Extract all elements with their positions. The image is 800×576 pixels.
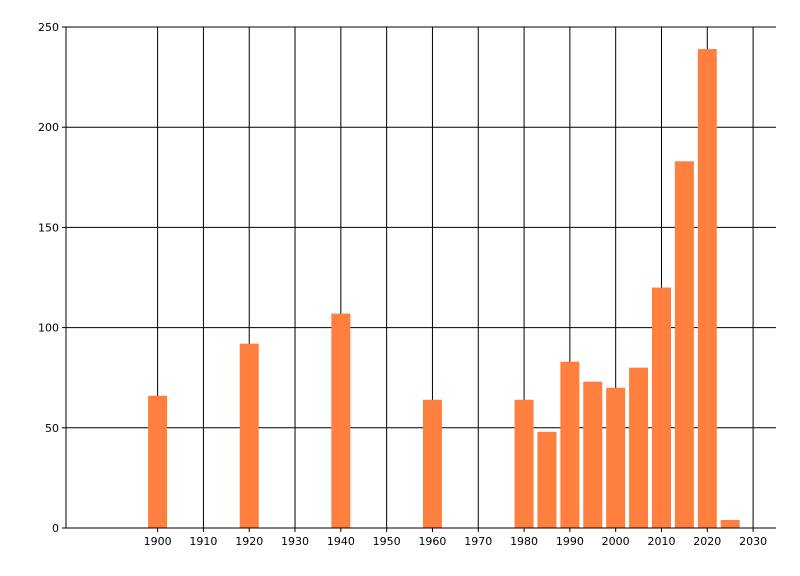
x-tick-label: 2010 (647, 535, 675, 548)
x-tick-label: 1900 (144, 535, 172, 548)
y-tick-label: 200 (38, 121, 59, 134)
bar (697, 49, 717, 528)
y-tick-labels: 0 50 100 150 200 250 (38, 21, 59, 535)
x-tick-label: 2020 (693, 535, 721, 548)
y-tick-label: 250 (38, 21, 59, 34)
x-tick-label: 1980 (510, 535, 538, 548)
bar (422, 399, 442, 528)
bar (720, 519, 740, 528)
bar (651, 287, 671, 528)
x-tick-labels: 1900 1910 1920 1930 1940 1950 1960 1970 1980 1990… (144, 535, 767, 548)
bar (239, 343, 259, 528)
bar (629, 367, 649, 528)
x-tick-label: 1940 (327, 535, 355, 548)
y-tick-label: 50 (45, 422, 59, 435)
bar (583, 381, 603, 528)
bars (148, 49, 740, 528)
x-tick-label: 1930 (281, 535, 309, 548)
x-tick-label: 2000 (602, 535, 630, 548)
y-tick-label: 150 (38, 221, 59, 234)
bar (148, 395, 168, 528)
bar (606, 387, 626, 528)
bar (537, 431, 557, 528)
x-tick-label: 1910 (189, 535, 217, 548)
x-tick-label: 1960 (418, 535, 446, 548)
x-tick-label: 1990 (556, 535, 584, 548)
bar (674, 161, 694, 528)
y-tick-label: 100 (38, 322, 59, 335)
x-tick-label: 1920 (235, 535, 263, 548)
bar (514, 399, 534, 528)
bar (331, 313, 351, 528)
y-tick-label: 0 (52, 522, 59, 535)
axes (62, 26, 776, 532)
x-tick-label: 1950 (373, 535, 401, 548)
x-tick-label: 2030 (739, 535, 767, 548)
bar (560, 361, 580, 528)
x-tick-label: 1970 (464, 535, 492, 548)
